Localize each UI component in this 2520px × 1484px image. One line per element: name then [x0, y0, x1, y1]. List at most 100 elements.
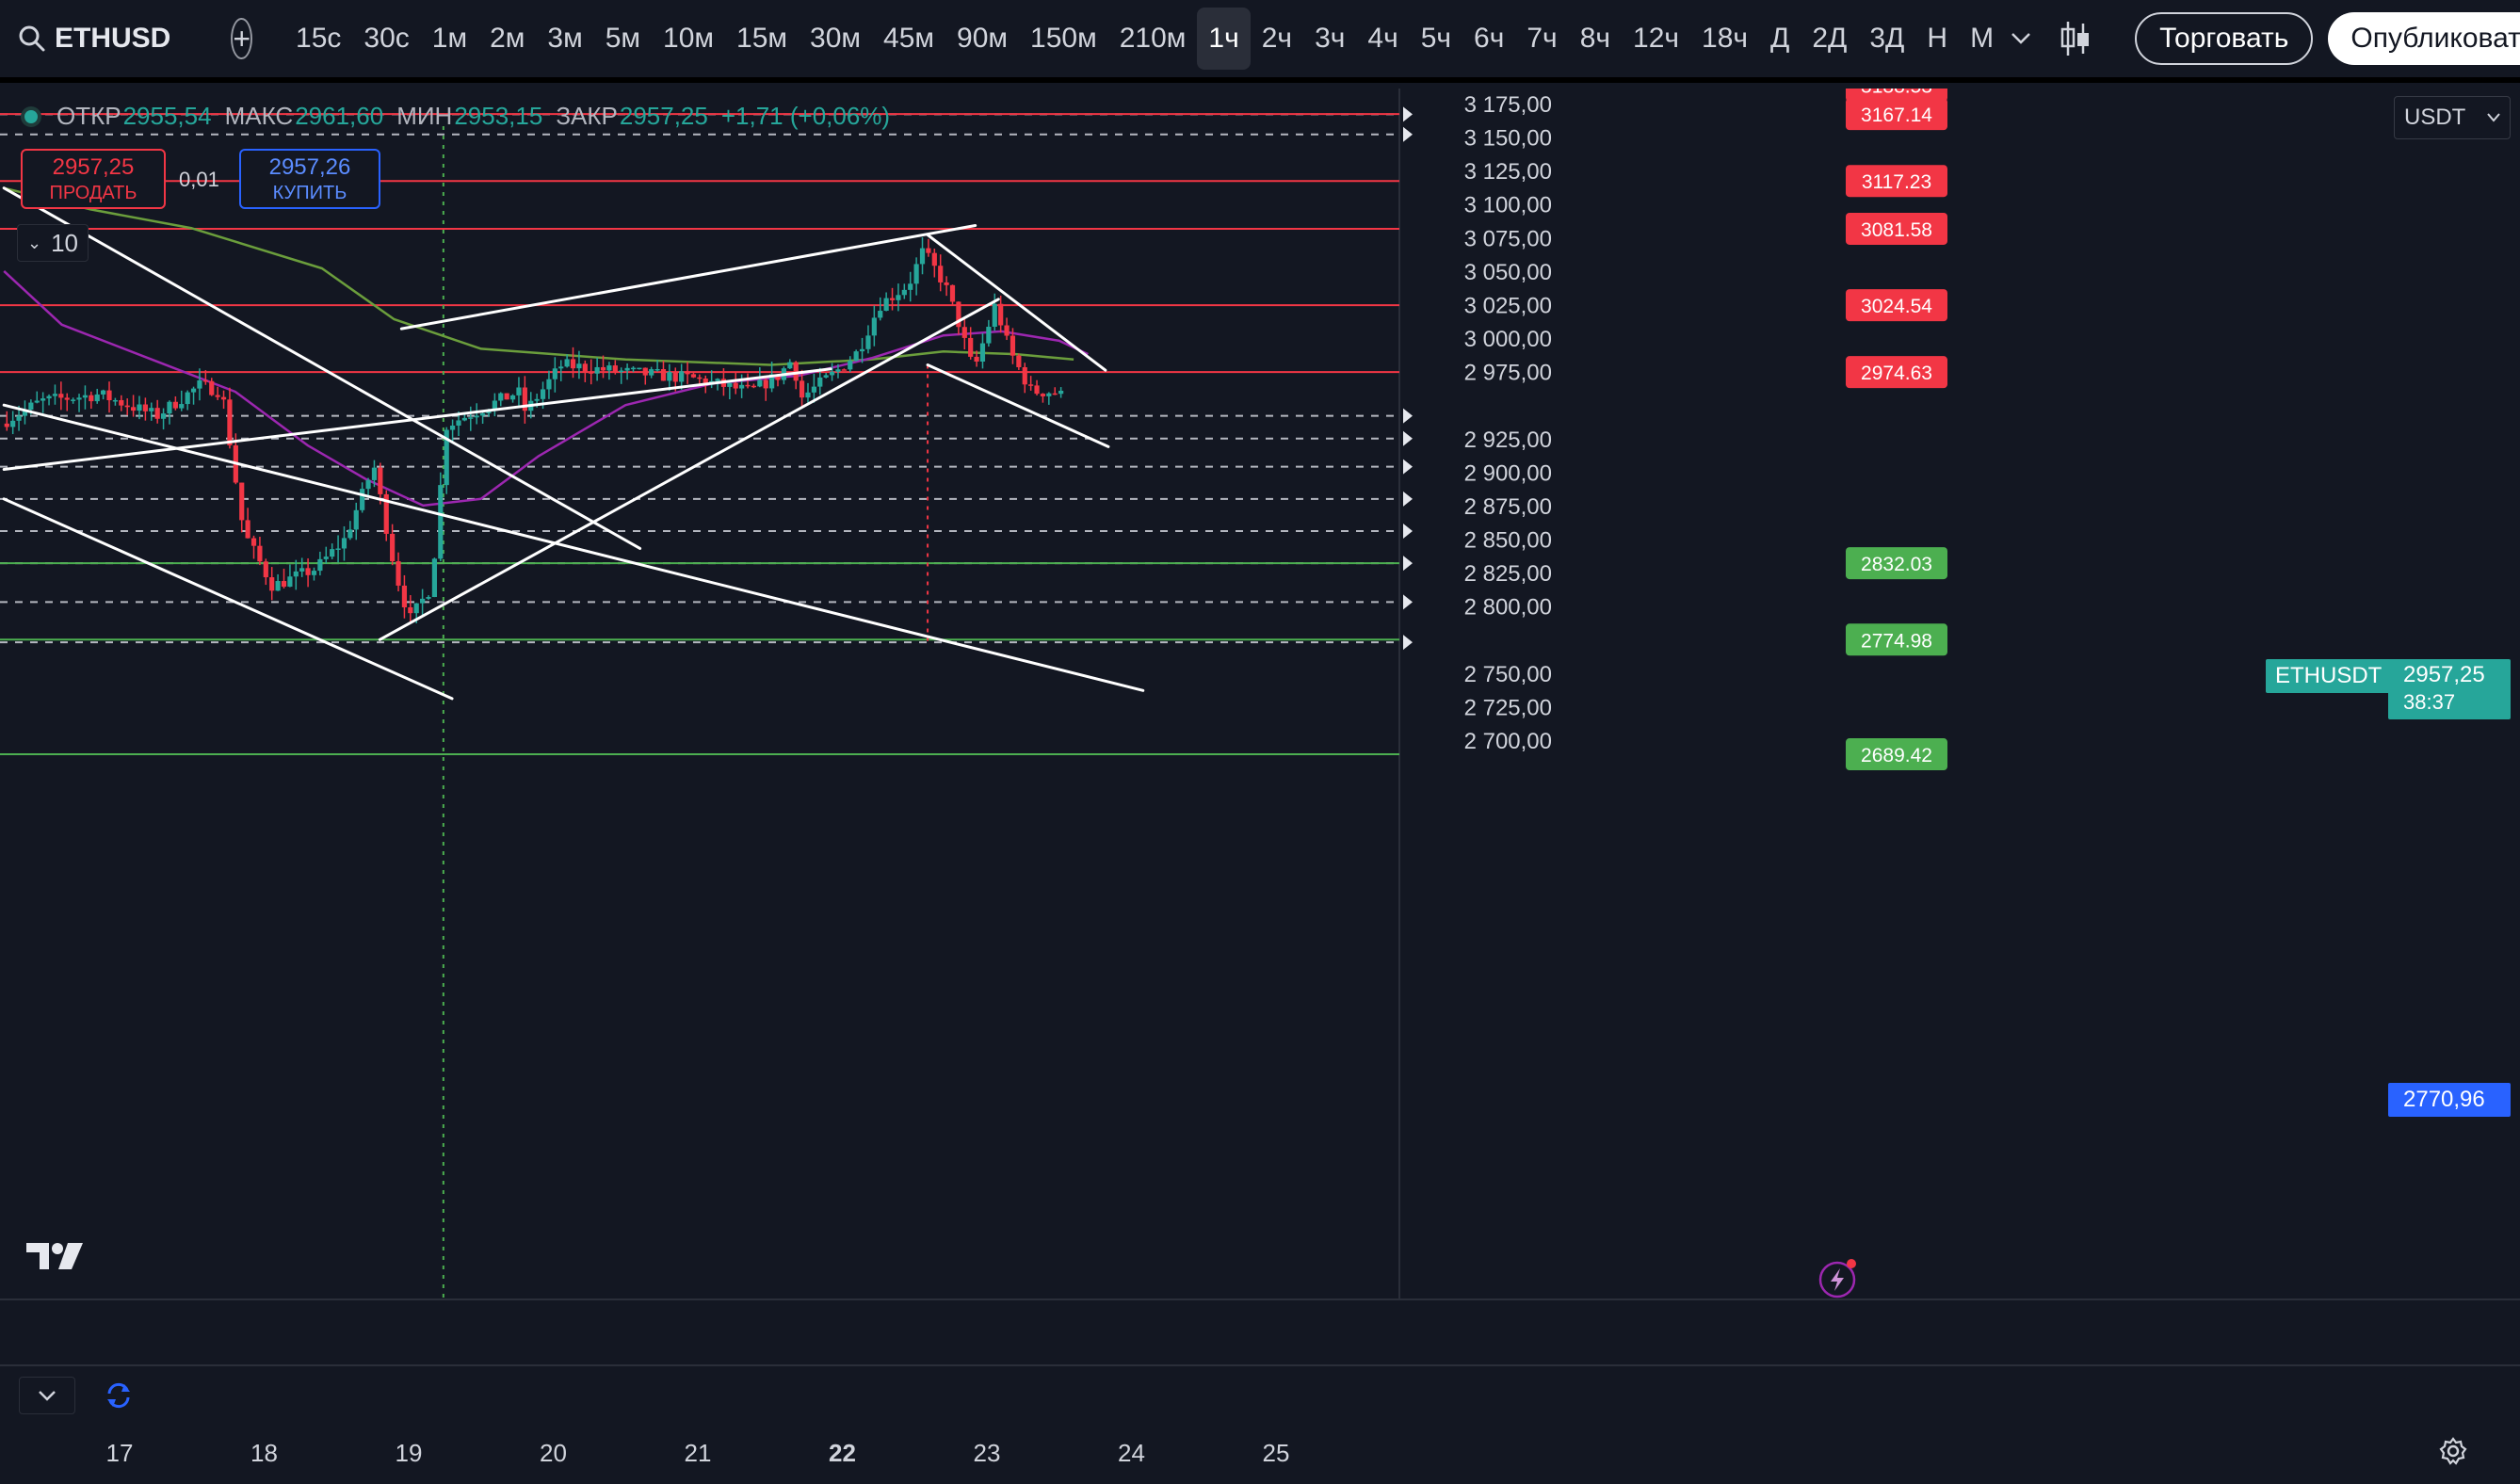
candle-body [504, 393, 509, 400]
candle-body [672, 372, 678, 382]
candle-body [10, 420, 16, 427]
candle-body [745, 384, 751, 387]
candle-body [974, 356, 979, 362]
axis-level-marker [1403, 459, 1413, 475]
currency-value: USDT [2404, 105, 2466, 130]
price-axis-tick-label: 2 700,00 [1464, 729, 1552, 754]
candle-body [16, 415, 22, 421]
candle-body [190, 388, 197, 393]
interval-option[interactable]: 5ч [1420, 23, 1452, 54]
candle-body [52, 394, 58, 396]
bar-countdown: 38:37 [2403, 690, 2456, 714]
price-axis-tick-label: 2 825,00 [1464, 561, 1552, 587]
chevron-down-icon: ⌄ [27, 233, 42, 252]
interval-option[interactable]: 90м [957, 23, 1009, 54]
ohlc-legend: ОТКР 2955,54 МАКС 2961,60 МИН 2953,15 ЗАКР 2… [24, 102, 890, 131]
interval-option[interactable]: 7ч [1527, 23, 1558, 54]
search-icon [19, 25, 45, 52]
buy-button[interactable]: 2957,26 КУПИТЬ [239, 149, 380, 209]
candle-body [46, 395, 52, 399]
interval-option[interactable]: 3ч [1315, 23, 1346, 54]
candle-body [896, 295, 901, 300]
candle-body [751, 385, 757, 388]
candle-body [474, 415, 479, 418]
interval-option[interactable]: 1ч [1197, 8, 1251, 70]
collapse-panel-button[interactable] [19, 1377, 75, 1414]
trend-line [2, 367, 832, 472]
interval-option[interactable]: 45м [883, 23, 935, 54]
candle-body [660, 368, 667, 381]
trade-button[interactable]: Торговать [2135, 12, 2314, 65]
close-label: ЗАКР [556, 102, 618, 130]
close-value: 2957,25 [619, 102, 708, 130]
candle-body [883, 298, 889, 312]
interval-option[interactable]: 2ч [1261, 23, 1293, 54]
interval-option[interactable]: 18ч [1702, 23, 1749, 54]
interval-option[interactable]: 210м [1119, 23, 1187, 54]
interval-option[interactable]: М [1970, 23, 1995, 54]
candle-body [492, 400, 497, 411]
interval-option[interactable]: 2м [490, 23, 525, 54]
add-icon[interactable]: + [231, 18, 253, 59]
candle-body [160, 413, 167, 419]
candle-body [341, 538, 347, 549]
candle-body [456, 420, 461, 426]
candle-body [564, 359, 570, 367]
candle-body [739, 384, 745, 389]
interval-option[interactable]: 15м [736, 23, 788, 54]
interval-option[interactable]: 30с [363, 23, 410, 54]
candle-body [865, 335, 871, 349]
candle-body [449, 425, 456, 430]
refresh-icon[interactable] [104, 1380, 134, 1411]
interval-option[interactable]: 6ч [1474, 23, 1505, 54]
candle-body [859, 348, 865, 352]
interval-option[interactable]: 5м [605, 23, 641, 54]
price-level-label: 3167.14 [1861, 105, 1932, 126]
indicators-toggle-button[interactable]: ⌄ 10 [17, 224, 89, 262]
chevron-down-icon[interactable] [2011, 20, 2031, 57]
symbol-search-button[interactable]: ETHUSD [0, 0, 199, 80]
candles-icon[interactable] [2060, 12, 2092, 65]
chart-area[interactable]: 3188.53 3167.14 3117.23 3081.58 3024.54 2974.… [0, 89, 2520, 1484]
current-symbol-badge: ETHUSDT [2266, 659, 2392, 693]
price-axis-tick-label: 2 725,00 [1464, 695, 1552, 720]
interval-option[interactable]: 15с [296, 23, 342, 54]
candle-body [811, 386, 816, 393]
interval-option[interactable]: 10м [663, 23, 715, 54]
sell-price: 2957,25 [52, 154, 135, 180]
interval-option[interactable]: 1м [431, 23, 468, 54]
candle-body [878, 311, 883, 318]
interval-option[interactable]: 150м [1030, 23, 1097, 54]
publish-button[interactable]: Опубликовать [2328, 12, 2520, 65]
currency-select[interactable]: USDT [2394, 96, 2511, 139]
interval-option[interactable]: 4ч [1367, 23, 1398, 54]
interval-option[interactable]: 3м [547, 23, 583, 54]
interval-option[interactable]: 8ч [1579, 23, 1611, 54]
interval-option[interactable]: 30м [810, 23, 862, 54]
time-axis-tick-label: 20 [540, 1439, 567, 1467]
interval-option[interactable]: 12ч [1633, 23, 1680, 54]
trend-line [399, 224, 977, 331]
candle-body [106, 390, 112, 401]
gear-icon[interactable] [2439, 1437, 2467, 1465]
flash-icon[interactable] [1817, 1256, 1861, 1299]
candle-body [679, 371, 685, 382]
interval-option[interactable]: Д [1770, 23, 1790, 54]
candle-body [637, 367, 642, 370]
candle-body [311, 571, 317, 575]
open-label: ОТКР [57, 102, 121, 130]
candle-body [360, 489, 365, 510]
sell-button[interactable]: 2957,25 ПРОДАТЬ [21, 149, 166, 209]
candle-body [172, 401, 178, 409]
interval-option[interactable]: Н [1927, 23, 1948, 54]
candle-body [347, 529, 353, 539]
candle-body [112, 399, 119, 402]
interval-option[interactable]: 2Д [1812, 23, 1848, 54]
price-chart[interactable]: 3188.53 3167.14 3117.23 3081.58 3024.54 2974.… [0, 89, 2520, 1484]
interval-option[interactable]: 3Д [1869, 23, 1905, 54]
price-level-label: 3081.58 [1861, 219, 1932, 241]
low-label: МИН [396, 102, 453, 130]
candle-body [931, 252, 937, 266]
price-level-label: 2689.42 [1861, 745, 1932, 766]
candle-body [926, 248, 931, 253]
